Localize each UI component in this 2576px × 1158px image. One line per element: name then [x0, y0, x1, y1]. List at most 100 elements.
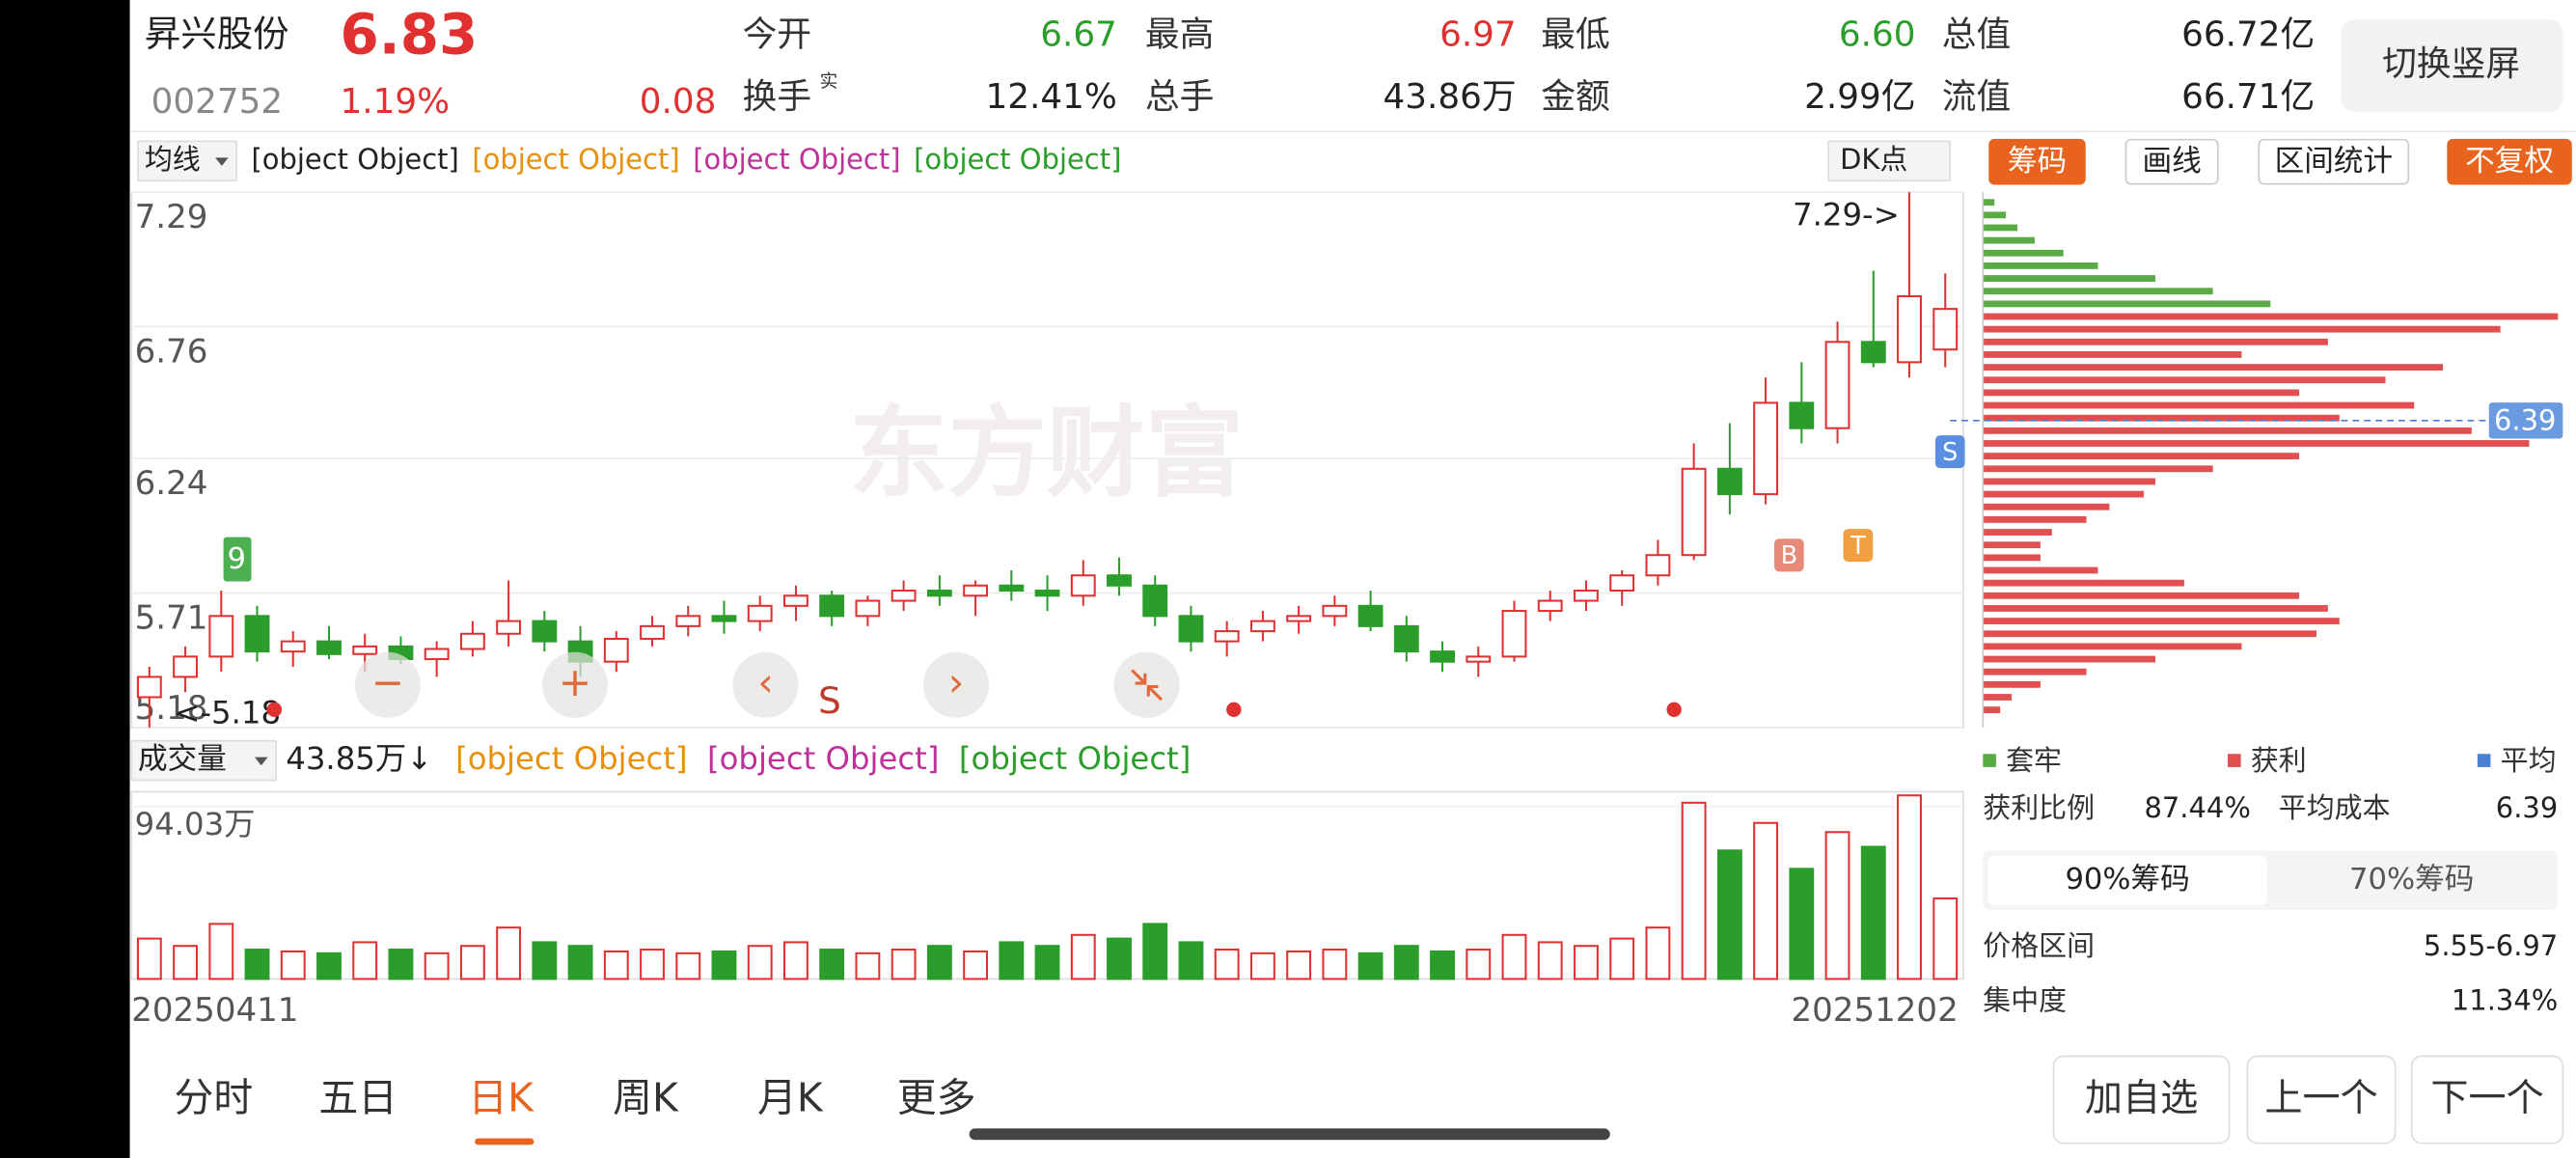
- chip-stat-label: 获利比例: [1983, 791, 2095, 824]
- chip-bar: [1983, 414, 2340, 422]
- count-tag: [223, 537, 252, 582]
- candle-body: [136, 676, 162, 699]
- volume-bar: [1897, 794, 1922, 980]
- volume-bar: [1142, 923, 1168, 980]
- chip-tab-active[interactable]: [1987, 855, 2267, 905]
- volume-bar: [711, 950, 737, 980]
- chip-stat-label: 集中度: [1983, 983, 2067, 1016]
- volume-bar: [1824, 831, 1850, 980]
- chip-stat-label: 平均成本: [2279, 791, 2391, 824]
- candle-body: [999, 584, 1025, 593]
- tool-tab-bg[interactable]: [2447, 138, 2572, 185]
- chip-bar: [1983, 630, 2316, 638]
- tool-tab-bg[interactable]: [2124, 138, 2219, 185]
- chip-bar: [1983, 249, 2064, 257]
- volume-bar: [1860, 845, 1886, 980]
- date-start: 20250411: [131, 991, 298, 1030]
- count: 9: [227, 542, 246, 576]
- volume-bar: [1249, 951, 1275, 980]
- volume-bar: [603, 950, 629, 980]
- vol-ma: [object Object]: [959, 740, 1191, 777]
- candle-body: [1789, 401, 1815, 429]
- ma-value: [object Object]: [693, 143, 900, 176]
- chip-tab: 70%筹码: [2349, 863, 2474, 896]
- bottom-tab[interactable]: 五日: [318, 1074, 397, 1120]
- candle-body: [603, 637, 629, 663]
- chip-bar: [1983, 490, 2145, 498]
- volume-bar: [1178, 941, 1204, 980]
- overlay-button[interactable]: [1113, 651, 1180, 718]
- tool-tab-bg[interactable]: [1988, 138, 2086, 185]
- candle-body: [1574, 590, 1599, 602]
- signal: B: [1781, 541, 1798, 570]
- signal: T: [1850, 532, 1866, 561]
- high-label: 7.29->: [1793, 197, 1900, 234]
- candle-body: [1107, 574, 1132, 587]
- volume-bar: [567, 945, 593, 980]
- chip-bar: [1983, 503, 2110, 510]
- stat-label: 最低: [1541, 14, 1610, 54]
- overlay-button[interactable]: [922, 651, 990, 718]
- chip-bar: [1983, 605, 2328, 612]
- y-tick-label: 5.71: [135, 598, 208, 637]
- stat-label: 流值: [1942, 77, 2012, 117]
- overlay-control: +: [559, 659, 591, 705]
- chip-bar: [1983, 364, 2444, 372]
- chip-bar: [1983, 401, 2415, 409]
- candle-body: [532, 620, 558, 643]
- stat-label: 今开: [743, 14, 812, 54]
- overlay-button[interactable]: [732, 651, 799, 718]
- volume-bar: [1322, 949, 1348, 980]
- chip-bar: [1983, 706, 2001, 714]
- volume-bar: [1214, 949, 1240, 980]
- chip-bar: [1983, 427, 2472, 434]
- event-dot: [1666, 702, 1682, 717]
- volume-bar: [316, 951, 342, 980]
- bottom-tab[interactable]: 月K: [757, 1074, 824, 1120]
- average-label: 6.39: [2494, 404, 2556, 437]
- tool-tab-bg[interactable]: [2258, 138, 2410, 185]
- bottom-tab[interactable]: 更多: [897, 1074, 976, 1120]
- candle-body: [1537, 599, 1563, 613]
- vol-menu-box[interactable]: [130, 739, 277, 782]
- chip-bar: [1983, 680, 2041, 688]
- vol-ma: [object Object]: [707, 740, 939, 777]
- bottom-tab[interactable]: 周K: [613, 1074, 679, 1120]
- chip-stat-label: 价格区间: [1983, 929, 2095, 962]
- volume-bar: [1609, 937, 1635, 980]
- volume-bar: [459, 945, 485, 980]
- volume-bar: [1070, 933, 1096, 980]
- chip-bar: [1983, 199, 1995, 207]
- tool-tab: 不复权: [2465, 145, 2554, 179]
- chip-bar: [1983, 236, 2035, 244]
- volume-bar: [1932, 897, 1959, 980]
- candle-body: [855, 599, 881, 618]
- volume-bar: [1574, 945, 1599, 980]
- stat-label: 金额: [1541, 77, 1610, 117]
- dk-button: DK点: [1840, 143, 1907, 176]
- candle-body: [1753, 401, 1779, 496]
- candle-body: [891, 590, 917, 602]
- volume-bar: [783, 941, 808, 980]
- candle-body: [1645, 554, 1671, 577]
- volume-bar: [1716, 849, 1742, 980]
- chip-bar: [1983, 554, 2041, 562]
- left-bezel: [0, 0, 130, 1158]
- bottom-button[interactable]: [2052, 1055, 2231, 1144]
- bottom-button[interactable]: [2410, 1055, 2564, 1144]
- chip-bar: [1983, 541, 2041, 549]
- dk-box[interactable]: [1827, 140, 1952, 182]
- bottom-tab[interactable]: 分时: [174, 1074, 253, 1120]
- button-bg[interactable]: [2341, 19, 2563, 112]
- bottom-button[interactable]: [2246, 1055, 2397, 1144]
- candle-body: [1322, 604, 1348, 618]
- stock-price: 6.83: [340, 1, 478, 67]
- volume-bar: [1681, 801, 1707, 980]
- vol-menu: 成交量: [138, 743, 227, 777]
- bottom-tab[interactable]: 日K: [468, 1074, 534, 1120]
- overlay-button[interactable]: [541, 651, 609, 718]
- chip-bar: [1983, 389, 2300, 397]
- overlay-button[interactable]: [354, 651, 421, 718]
- tool-tab: 区间统计: [2275, 145, 2394, 179]
- candle-body: [173, 655, 199, 678]
